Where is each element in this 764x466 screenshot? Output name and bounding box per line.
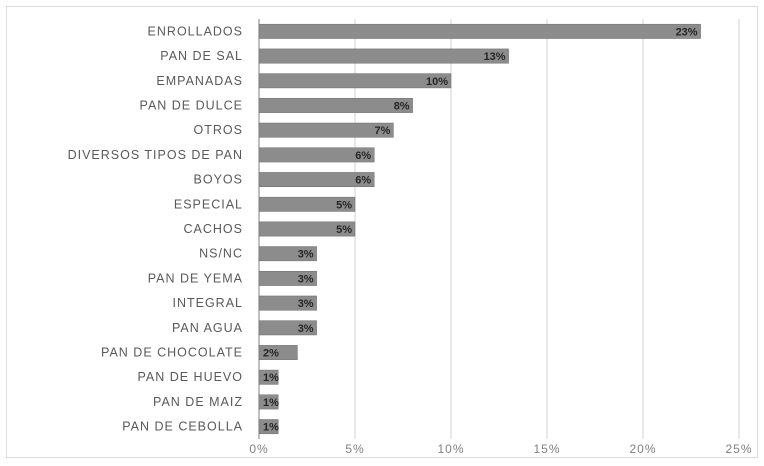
category-label: EMPANADAS [156, 74, 243, 88]
data-label: 7% [374, 125, 390, 137]
category-label: INTEGRAL [172, 296, 243, 310]
category-label: OTROS [194, 123, 243, 137]
data-label: 2% [263, 348, 279, 360]
category-label: PAN DE YEMA [148, 271, 243, 285]
bar [258, 419, 279, 435]
data-label: 6% [355, 150, 371, 162]
data-label: 5% [336, 224, 352, 236]
category-label: BOYOS [194, 173, 243, 187]
bar [258, 345, 298, 360]
category-label: PAN DE SAL [160, 49, 243, 63]
category-label: ENROLLADOS [148, 24, 243, 38]
bar [258, 320, 317, 336]
bar [258, 295, 317, 311]
category-label: PAN DE CHOCOLATE [101, 346, 243, 360]
category-label: PAN DE DULCE [140, 98, 243, 112]
data-label: 3% [298, 249, 314, 261]
data-label: 23% [676, 26, 698, 38]
x-tick-label: 10% [437, 442, 464, 456]
bar [258, 23, 701, 39]
data-label: 3% [298, 298, 314, 310]
category-label: PAN DE CEBOLLA [122, 420, 243, 434]
data-label: 8% [394, 100, 410, 112]
category-label: PAN AGUA [172, 321, 243, 335]
data-label: 13% [484, 51, 506, 63]
category-label: DIVERSOS TIPOS DE PAN [68, 148, 243, 162]
bar-chart: 0% 5% 10% 15% 20% 25% ENROLLADOS 23% PAN DE SAL 1… [68, 19, 752, 456]
bar [258, 172, 375, 188]
bar [258, 196, 356, 212]
category-label: CACHOS [184, 222, 243, 236]
category-label: ESPECIAL [174, 197, 243, 211]
x-tick-label: 0% [249, 442, 268, 456]
bar [258, 369, 279, 385]
data-label: 1% [263, 372, 279, 384]
bar [258, 73, 452, 89]
chart-container: 0% 5% 10% 15% 20% 25% ENROLLADOS 23% PAN DE SAL 1… [6, 6, 758, 458]
data-label: 3% [298, 273, 314, 285]
x-tick-label: 20% [629, 442, 656, 456]
bar [258, 98, 413, 113]
bar [258, 147, 375, 163]
bar [258, 394, 279, 410]
bar [258, 246, 317, 262]
category-label: NS/NC [199, 247, 243, 261]
x-tick-label: 25% [725, 442, 752, 456]
data-label: 10% [426, 76, 448, 88]
bar [258, 221, 356, 237]
data-label: 1% [263, 397, 279, 409]
x-tick-label: 15% [533, 442, 560, 456]
category-label: PAN DE MAIZ [153, 395, 243, 409]
data-label: 1% [263, 422, 279, 434]
data-label: 6% [355, 175, 371, 187]
data-label: 3% [298, 323, 314, 335]
bar [258, 122, 394, 138]
bar [258, 270, 317, 286]
x-tick-label: 5% [345, 442, 364, 456]
category-label: PAN DE HUEVO [137, 370, 243, 384]
data-label: 5% [336, 199, 352, 211]
bar [258, 48, 509, 64]
